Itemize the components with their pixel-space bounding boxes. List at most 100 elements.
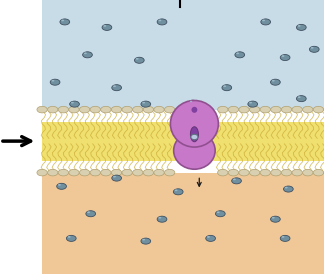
Ellipse shape — [84, 52, 87, 54]
Ellipse shape — [154, 169, 164, 176]
Ellipse shape — [143, 169, 154, 176]
Ellipse shape — [189, 100, 197, 105]
Ellipse shape — [133, 106, 143, 113]
Ellipse shape — [313, 169, 324, 176]
Ellipse shape — [215, 211, 225, 217]
Ellipse shape — [239, 106, 249, 113]
Ellipse shape — [292, 169, 302, 176]
Ellipse shape — [262, 19, 265, 21]
Ellipse shape — [157, 216, 167, 222]
Ellipse shape — [280, 235, 290, 241]
Ellipse shape — [309, 46, 319, 52]
Ellipse shape — [112, 175, 122, 181]
Ellipse shape — [170, 101, 218, 147]
Bar — [42, 0, 324, 110]
Ellipse shape — [190, 127, 198, 142]
Ellipse shape — [165, 106, 175, 113]
Ellipse shape — [57, 183, 66, 189]
Ellipse shape — [217, 211, 220, 213]
Ellipse shape — [48, 169, 58, 176]
Ellipse shape — [70, 101, 79, 107]
Ellipse shape — [37, 106, 47, 113]
Ellipse shape — [235, 52, 245, 58]
Ellipse shape — [66, 235, 76, 241]
Ellipse shape — [158, 19, 161, 21]
Ellipse shape — [71, 102, 74, 104]
Ellipse shape — [69, 106, 79, 113]
Ellipse shape — [272, 217, 275, 219]
Ellipse shape — [102, 24, 112, 30]
Ellipse shape — [58, 106, 69, 113]
Ellipse shape — [239, 169, 249, 176]
Ellipse shape — [79, 169, 90, 176]
Ellipse shape — [271, 79, 280, 85]
Ellipse shape — [191, 107, 197, 113]
Ellipse shape — [87, 211, 90, 213]
Ellipse shape — [249, 102, 252, 104]
Ellipse shape — [142, 239, 145, 241]
Ellipse shape — [222, 85, 232, 91]
Ellipse shape — [175, 189, 178, 191]
Ellipse shape — [218, 106, 228, 113]
Ellipse shape — [228, 169, 238, 176]
Ellipse shape — [311, 47, 314, 49]
Ellipse shape — [281, 106, 292, 113]
Ellipse shape — [298, 96, 301, 98]
Ellipse shape — [136, 58, 139, 60]
Ellipse shape — [158, 217, 161, 219]
Ellipse shape — [280, 55, 290, 61]
Ellipse shape — [173, 189, 183, 195]
Ellipse shape — [233, 178, 236, 180]
Ellipse shape — [271, 169, 281, 176]
Ellipse shape — [281, 169, 292, 176]
Ellipse shape — [83, 52, 92, 58]
Ellipse shape — [134, 57, 144, 63]
Bar — [42, 173, 324, 274]
Ellipse shape — [157, 19, 167, 25]
Ellipse shape — [272, 80, 275, 82]
Bar — [0, 0, 42, 110]
Ellipse shape — [141, 101, 151, 107]
Ellipse shape — [111, 106, 122, 113]
Ellipse shape — [122, 106, 132, 113]
Bar — [42, 122, 324, 161]
Ellipse shape — [113, 85, 116, 87]
Ellipse shape — [122, 169, 132, 176]
Ellipse shape — [284, 186, 293, 192]
Ellipse shape — [296, 24, 306, 30]
Ellipse shape — [249, 106, 260, 113]
Ellipse shape — [271, 216, 280, 222]
Ellipse shape — [296, 96, 306, 102]
Ellipse shape — [303, 106, 313, 113]
Ellipse shape — [79, 106, 90, 113]
Ellipse shape — [218, 169, 228, 176]
Ellipse shape — [248, 101, 258, 107]
Ellipse shape — [61, 19, 64, 21]
Ellipse shape — [223, 85, 226, 87]
Ellipse shape — [133, 169, 143, 176]
Ellipse shape — [228, 106, 238, 113]
Ellipse shape — [249, 169, 260, 176]
Ellipse shape — [292, 106, 302, 113]
Ellipse shape — [313, 106, 324, 113]
Ellipse shape — [111, 169, 122, 176]
Ellipse shape — [282, 236, 284, 238]
Ellipse shape — [174, 132, 215, 169]
Ellipse shape — [50, 79, 60, 85]
Ellipse shape — [58, 184, 61, 186]
Ellipse shape — [141, 238, 151, 244]
Ellipse shape — [90, 169, 100, 176]
Ellipse shape — [101, 169, 111, 176]
Ellipse shape — [101, 106, 111, 113]
Ellipse shape — [282, 55, 284, 57]
Ellipse shape — [142, 102, 145, 104]
Ellipse shape — [69, 169, 79, 176]
Ellipse shape — [165, 169, 175, 176]
Ellipse shape — [48, 106, 58, 113]
Ellipse shape — [52, 80, 54, 82]
Ellipse shape — [68, 236, 71, 238]
Ellipse shape — [207, 236, 210, 238]
Ellipse shape — [60, 19, 70, 25]
Ellipse shape — [261, 19, 271, 25]
Ellipse shape — [206, 235, 215, 241]
